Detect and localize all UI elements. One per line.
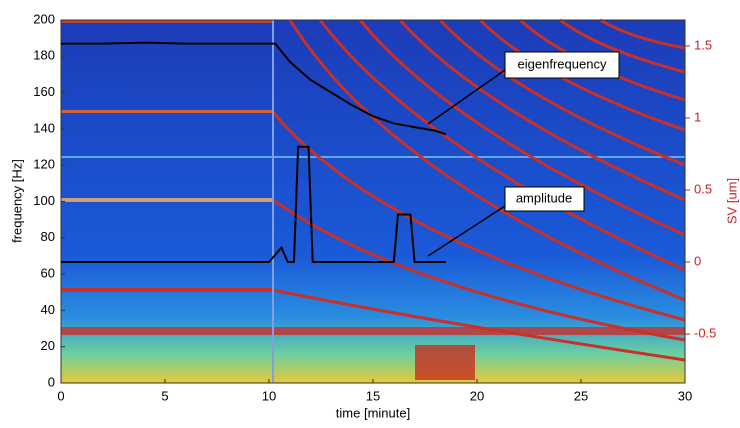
x-tick-label: 0 xyxy=(57,388,64,403)
y-tick-label: 200 xyxy=(33,11,55,26)
x-axis-label: time [minute] xyxy=(336,405,410,420)
y-tick-label: 160 xyxy=(33,84,55,99)
y2-axis-label: SV [um] xyxy=(724,178,739,224)
x-tick-label: 10 xyxy=(262,388,276,403)
y2-tick-label: 1.5 xyxy=(694,37,712,52)
annotation: eigenfrequency amplitude xyxy=(427,51,620,257)
y2-tick-label: 0.5 xyxy=(694,181,712,196)
x-tick-label: 25 xyxy=(574,388,588,403)
y-tick-label: 80 xyxy=(41,229,55,244)
y-tick-label: 180 xyxy=(33,48,55,63)
series-line xyxy=(61,41,447,136)
x-tick-label: 30 xyxy=(678,388,692,403)
y-tick-label: 100 xyxy=(33,193,55,208)
y-tick-label: 40 xyxy=(41,302,55,317)
y-tick-label: 120 xyxy=(33,157,55,172)
y-tick-label: 60 xyxy=(41,266,55,281)
y2-tick-label: 0 xyxy=(694,253,701,268)
y-axis-label: frequency [Hz] xyxy=(9,159,24,243)
x-tick-label: 20 xyxy=(470,388,484,403)
y-tick-label: 20 xyxy=(41,338,55,353)
series-line xyxy=(61,145,446,263)
y-tick-label: 140 xyxy=(33,120,55,135)
x-tick-label: 15 xyxy=(366,388,380,403)
y2-tick-label: 1 xyxy=(694,109,701,124)
y2-tick-label: -0.5 xyxy=(694,325,716,340)
y-tick-label: 0 xyxy=(48,374,55,389)
annotation-label: eigenfrequency xyxy=(518,56,607,71)
x-tick-label: 5 xyxy=(161,388,168,403)
annotation-label: amplitude xyxy=(516,190,572,205)
